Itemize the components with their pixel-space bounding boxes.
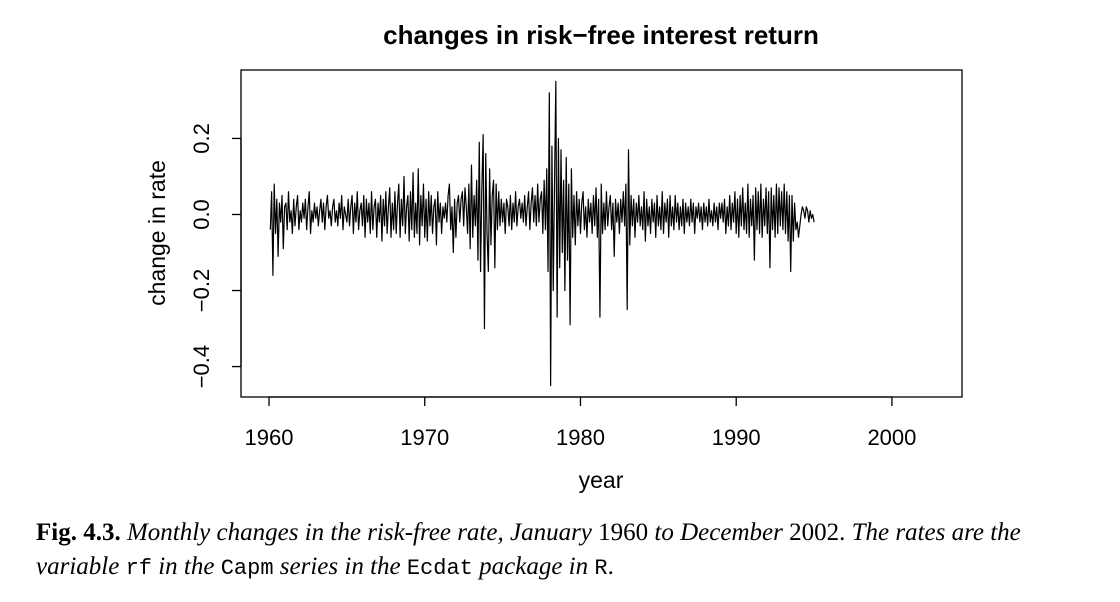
y-tick-label: 0.2 <box>189 123 214 154</box>
chart-title: changes in risk−free interest return <box>383 20 819 50</box>
x-tick-label: 1990 <box>712 425 761 450</box>
x-tick-label: 2000 <box>867 425 916 450</box>
caption-text-2d: package in <box>472 553 595 580</box>
caption-code-ecdat: Ecdat <box>406 556 473 581</box>
caption-code-rf: rf <box>125 556 152 581</box>
y-tick-label: −0.2 <box>189 269 214 312</box>
caption-label: Fig. 4.3. <box>36 519 121 546</box>
caption-text-1a: Monthly changes in the risk-free rate, J… <box>126 519 599 546</box>
y-axis: −0.4 −0.2 0.0 0.2 <box>189 123 242 388</box>
x-axis: 1960 1970 1980 1990 2000 <box>245 396 916 450</box>
caption-text-2b: in the <box>151 553 221 580</box>
plot-frame <box>240 69 963 398</box>
caption-code-r: R <box>594 556 608 581</box>
x-tick-label: 1970 <box>400 425 449 450</box>
caption-text-2a: The rates are the variable <box>36 519 1021 580</box>
caption-text-2c: series in the <box>273 553 407 580</box>
caption-year-end: 2002. <box>789 519 846 546</box>
caption-year-start: 1960 <box>598 519 649 546</box>
x-tick-label: 1980 <box>556 425 605 450</box>
y-axis-label: change in rate <box>144 160 170 306</box>
y-tick-label: −0.4 <box>189 345 214 388</box>
x-tick-label: 1960 <box>245 425 294 450</box>
series-line <box>269 80 815 387</box>
x-axis-label: year <box>579 467 624 493</box>
line-chart: changes in risk−free interest return 196… <box>144 20 963 493</box>
caption-text-end: . <box>607 553 614 580</box>
figure-caption: Fig. 4.3. Monthly changes in the risk-fr… <box>36 516 1096 586</box>
caption-code-capm: Capm <box>220 556 274 581</box>
caption-text-1b: to December <box>648 519 790 546</box>
y-tick-label: 0.0 <box>189 199 214 230</box>
